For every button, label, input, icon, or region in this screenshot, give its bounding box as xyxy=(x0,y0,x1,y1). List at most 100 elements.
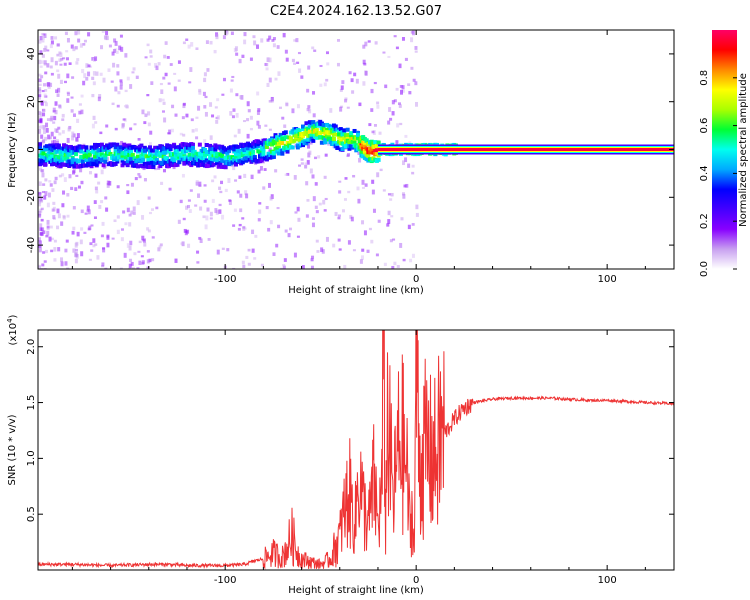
noise-cell xyxy=(119,81,123,86)
noise-cell xyxy=(54,109,58,115)
noise-cell xyxy=(52,121,56,124)
noise-cell xyxy=(190,42,194,47)
noise-cell xyxy=(249,57,253,61)
noise-cell xyxy=(411,164,415,168)
noise-cell xyxy=(320,247,324,252)
noise-cell xyxy=(259,166,263,171)
ridge-cell xyxy=(259,158,264,163)
noise-cell xyxy=(277,224,281,229)
noise-cell xyxy=(265,67,269,71)
noise-cell xyxy=(311,222,315,228)
noise-cell xyxy=(72,113,76,117)
noise-cell xyxy=(252,35,256,39)
ridge-cell xyxy=(74,152,79,157)
noise-cell xyxy=(246,101,250,107)
noise-cell xyxy=(403,184,407,188)
noise-cell xyxy=(53,247,57,252)
ridge-cell xyxy=(204,143,209,148)
noise-cell xyxy=(262,186,266,190)
noise-cell xyxy=(341,209,345,213)
ridge-cell xyxy=(309,133,314,138)
noise-cell xyxy=(339,106,343,112)
noise-cell xyxy=(102,247,106,253)
noise-cell xyxy=(38,59,42,65)
noise-cell xyxy=(374,41,378,45)
noise-cell xyxy=(391,265,395,269)
noise-cell xyxy=(154,167,158,171)
ridge-cell xyxy=(307,129,312,134)
noise-cell xyxy=(63,80,67,84)
noise-cell xyxy=(40,60,44,64)
noise-cell xyxy=(50,36,54,40)
noise-cell xyxy=(388,107,392,112)
noise-cell xyxy=(195,180,199,185)
noise-cell xyxy=(44,89,48,92)
ridge-cell xyxy=(203,156,208,161)
noise-cell xyxy=(182,102,186,106)
noise-cell xyxy=(72,206,76,210)
ridge-cell xyxy=(48,156,53,161)
noise-cell xyxy=(46,219,50,225)
ridge-cell xyxy=(79,154,84,159)
noise-cell xyxy=(133,123,137,126)
ridge-cell xyxy=(364,138,369,143)
ridge-cell xyxy=(56,145,61,150)
ridge-cell xyxy=(139,143,144,148)
noise-cell xyxy=(61,113,65,118)
noise-cell xyxy=(203,105,207,109)
noise-cell xyxy=(232,224,236,227)
noise-cell xyxy=(274,169,278,173)
noise-cell xyxy=(65,57,69,61)
noise-cell xyxy=(211,179,215,183)
noise-cell xyxy=(41,54,45,58)
noise-cell xyxy=(337,238,341,242)
spectrogram-y-axis-label: Frequency (Hz) xyxy=(7,112,18,188)
noise-cell xyxy=(38,129,42,134)
noise-cell xyxy=(41,40,45,43)
noise-cell xyxy=(63,177,67,182)
ridge-cell xyxy=(113,149,118,154)
noise-cell xyxy=(148,258,152,263)
noise-cell xyxy=(323,82,327,87)
noise-cell xyxy=(344,177,348,180)
noise-cell xyxy=(198,236,202,240)
noise-cell xyxy=(79,43,83,48)
noise-cell xyxy=(266,57,270,63)
noise-cell xyxy=(38,240,42,245)
noise-cell xyxy=(43,100,47,103)
noise-cell xyxy=(218,209,222,214)
noise-cell xyxy=(287,233,291,238)
noise-cell xyxy=(395,140,399,145)
noise-cell xyxy=(77,30,81,35)
noise-cell xyxy=(75,241,79,246)
noise-cell xyxy=(276,45,280,49)
noise-cell xyxy=(169,63,173,66)
noise-cell xyxy=(272,37,276,41)
ridge-cell xyxy=(189,156,194,161)
noise-cell xyxy=(80,180,84,185)
ridge-cell xyxy=(89,146,94,151)
noise-cell xyxy=(205,215,209,221)
noise-cell xyxy=(278,106,282,109)
ridge-cell xyxy=(218,162,223,167)
ridge-cell xyxy=(288,136,293,141)
noise-cell xyxy=(77,185,81,189)
noise-cell xyxy=(246,133,250,139)
noise-cell xyxy=(59,52,63,58)
noise-cell xyxy=(414,81,418,86)
noise-cell xyxy=(51,140,55,145)
noise-cell xyxy=(57,247,61,252)
noise-cell xyxy=(54,101,58,106)
noise-cell xyxy=(202,215,206,219)
noise-cell xyxy=(346,153,350,157)
noise-cell xyxy=(100,200,104,204)
ridge-cell xyxy=(261,150,266,155)
ridge-cell xyxy=(249,147,254,152)
noise-cell xyxy=(118,45,122,51)
noise-cell xyxy=(357,151,361,155)
noise-cell xyxy=(293,175,297,180)
noise-cell xyxy=(387,55,391,58)
noise-cell xyxy=(114,127,118,131)
noise-cell xyxy=(294,211,298,214)
noise-cell xyxy=(116,229,120,235)
